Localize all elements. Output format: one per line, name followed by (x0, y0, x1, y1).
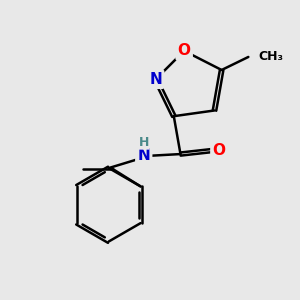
Text: N: N (149, 72, 162, 87)
Text: O: O (212, 143, 225, 158)
Text: H: H (139, 136, 149, 149)
Text: CH₃: CH₃ (259, 50, 284, 64)
Text: O: O (178, 44, 190, 59)
Text: N: N (137, 148, 150, 163)
